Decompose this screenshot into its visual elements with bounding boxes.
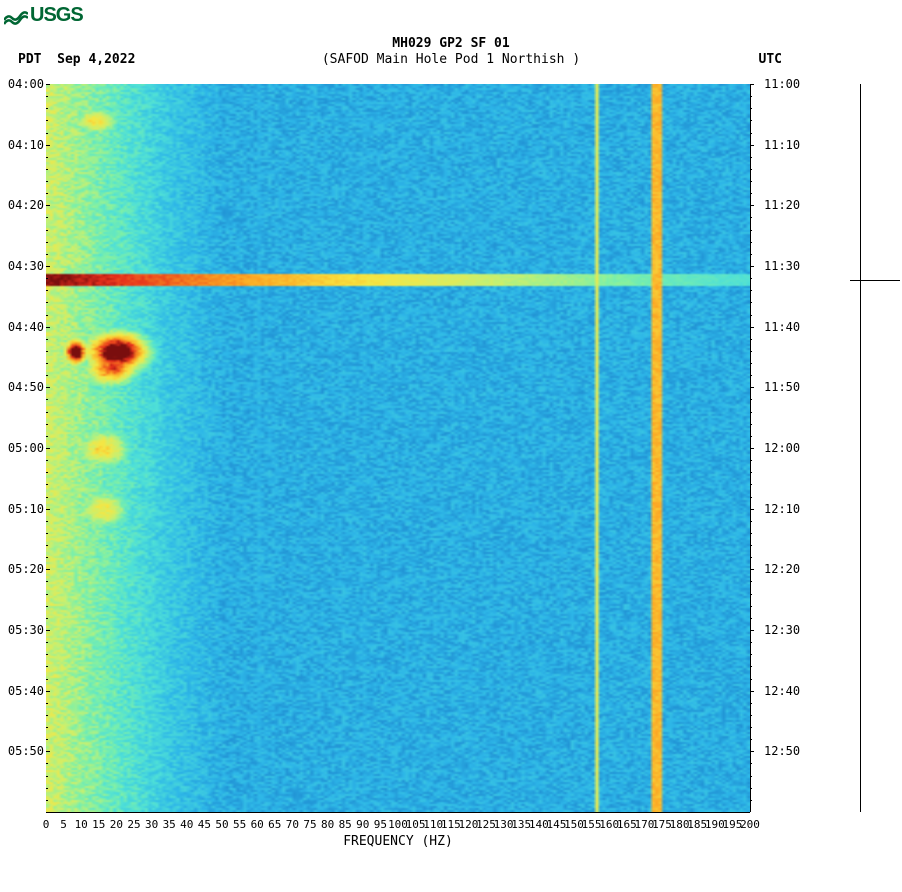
y-tick-left: 05:10 (8, 502, 44, 516)
x-tick: 70 (286, 818, 299, 831)
spectrogram-canvas (46, 84, 750, 812)
x-tick: 5 (60, 818, 67, 831)
x-tick: 200 (740, 818, 760, 831)
x-tick: 30 (145, 818, 158, 831)
y-tick-left: 05:20 (8, 562, 44, 576)
y-axis-right: 11:0011:1011:2011:3011:4011:5012:0012:10… (750, 84, 800, 812)
x-tick: 55 (233, 818, 246, 831)
y-tick-right: 12:10 (764, 502, 800, 516)
y-tick-right: 12:50 (764, 744, 800, 758)
logo-text: USGS (30, 4, 83, 27)
reference-scale-vertical (860, 84, 861, 812)
usgs-logo: USGS (4, 4, 83, 27)
right-timezone-label: UTC (759, 52, 782, 67)
y-tick-right: 11:10 (764, 138, 800, 152)
spectrogram-plot (46, 84, 750, 812)
y-tick-left: 05:30 (8, 623, 44, 637)
y-tick-right: 11:20 (764, 198, 800, 212)
y-tick-left: 04:00 (8, 77, 44, 91)
x-tick: 95 (374, 818, 387, 831)
y-tick-right: 11:50 (764, 380, 800, 394)
x-tick: 15 (92, 818, 105, 831)
y-tick-right: 11:40 (764, 320, 800, 334)
x-tick: 35 (163, 818, 176, 831)
x-tick: 45 (198, 818, 211, 831)
x-tick: 65 (268, 818, 281, 831)
chart-title: MH029 GP2 SF 01 (0, 36, 902, 51)
wave-icon (4, 6, 28, 26)
y-tick-left: 05:40 (8, 684, 44, 698)
x-tick: 50 (215, 818, 228, 831)
y-tick-right: 11:30 (764, 259, 800, 273)
reference-scale-mark (850, 280, 900, 281)
y-tick-right: 12:30 (764, 623, 800, 637)
y-tick-left: 04:20 (8, 198, 44, 212)
x-tick: 20 (110, 818, 123, 831)
x-tick: 0 (43, 818, 50, 831)
x-axis-label: FREQUENCY (HZ) (46, 834, 750, 849)
x-tick: 60 (251, 818, 264, 831)
left-timezone-label: PDT Sep 4,2022 (18, 52, 135, 67)
x-axis: FREQUENCY (HZ) 05 10 15 20 25 30 35 40 45 50 55 60 6… (46, 812, 750, 872)
x-tick: 75 (303, 818, 316, 831)
x-tick: 40 (180, 818, 193, 831)
y-tick-left: 05:50 (8, 744, 44, 758)
x-tick: 10 (75, 818, 88, 831)
y-tick-right: 12:40 (764, 684, 800, 698)
y-tick-right: 11:00 (764, 77, 800, 91)
y-tick-left: 04:50 (8, 380, 44, 394)
x-tick: 80 (321, 818, 334, 831)
y-tick-right: 12:20 (764, 562, 800, 576)
y-tick-left: 05:00 (8, 441, 44, 455)
x-tick: 90 (356, 818, 369, 831)
x-tick: 25 (127, 818, 140, 831)
y-tick-left: 04:30 (8, 259, 44, 273)
y-tick-left: 04:40 (8, 320, 44, 334)
y-tick-left: 04:10 (8, 138, 44, 152)
y-tick-right: 12:00 (764, 441, 800, 455)
y-axis-left: 04:0004:1004:2004:3004:4004:5005:0005:10… (0, 84, 46, 812)
x-tick: 85 (339, 818, 352, 831)
